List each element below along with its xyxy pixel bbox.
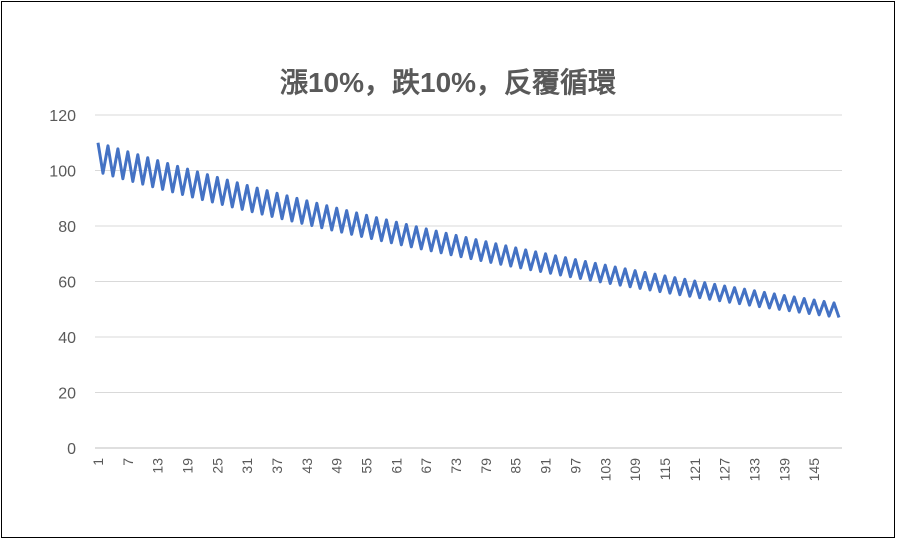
x-tick-label: 73: [448, 458, 464, 474]
y-tick-label: 120: [49, 108, 76, 125]
x-tick-label: 25: [209, 458, 225, 474]
x-tick-label: 55: [359, 458, 375, 474]
series-line: [96, 142, 841, 318]
x-tick-label: 85: [508, 458, 524, 474]
y-tick-label: 60: [58, 275, 76, 292]
x-tick-label: 103: [597, 458, 613, 482]
y-axis: 0 20 40 60 80 100 120: [49, 108, 76, 458]
y-tick-label: 40: [58, 330, 76, 347]
x-tick-label: 145: [806, 458, 822, 482]
x-tick-label: 109: [627, 458, 643, 482]
y-tick-label: 0: [67, 441, 76, 458]
x-tick-label: 67: [418, 458, 434, 474]
x-tick-label: 121: [687, 458, 703, 482]
x-tick-label: 115: [657, 458, 673, 481]
x-tick-label: 61: [388, 458, 404, 474]
x-tick-label: 1: [90, 458, 106, 466]
gridlines: [95, 114, 842, 449]
x-tick-label: 91: [538, 458, 554, 474]
x-tick-label: 37: [269, 458, 285, 474]
x-tick-label: 127: [717, 458, 733, 482]
y-tick-label: 80: [58, 219, 76, 236]
x-axis: 1 7 13 19 25 31 37 43 49 55 61 67 73 79 85 91 97 103 109 11…: [90, 458, 822, 482]
chart-title: 漲10%，跌10%，反覆循環: [280, 67, 617, 98]
x-tick-label: 49: [329, 458, 345, 474]
y-tick-label: 20: [58, 386, 76, 403]
x-tick-label: 43: [299, 458, 315, 474]
y-tick-label: 100: [49, 164, 76, 181]
x-tick-label: 31: [239, 458, 255, 474]
x-tick-label: 19: [180, 458, 196, 474]
x-tick-label: 7: [120, 458, 136, 466]
x-tick-label: 79: [478, 458, 494, 474]
x-tick-label: 13: [150, 458, 166, 474]
x-tick-label: 97: [567, 458, 583, 474]
plot-area: [96, 142, 841, 318]
x-tick-label: 133: [746, 458, 762, 482]
x-tick-label: 139: [776, 458, 792, 482]
